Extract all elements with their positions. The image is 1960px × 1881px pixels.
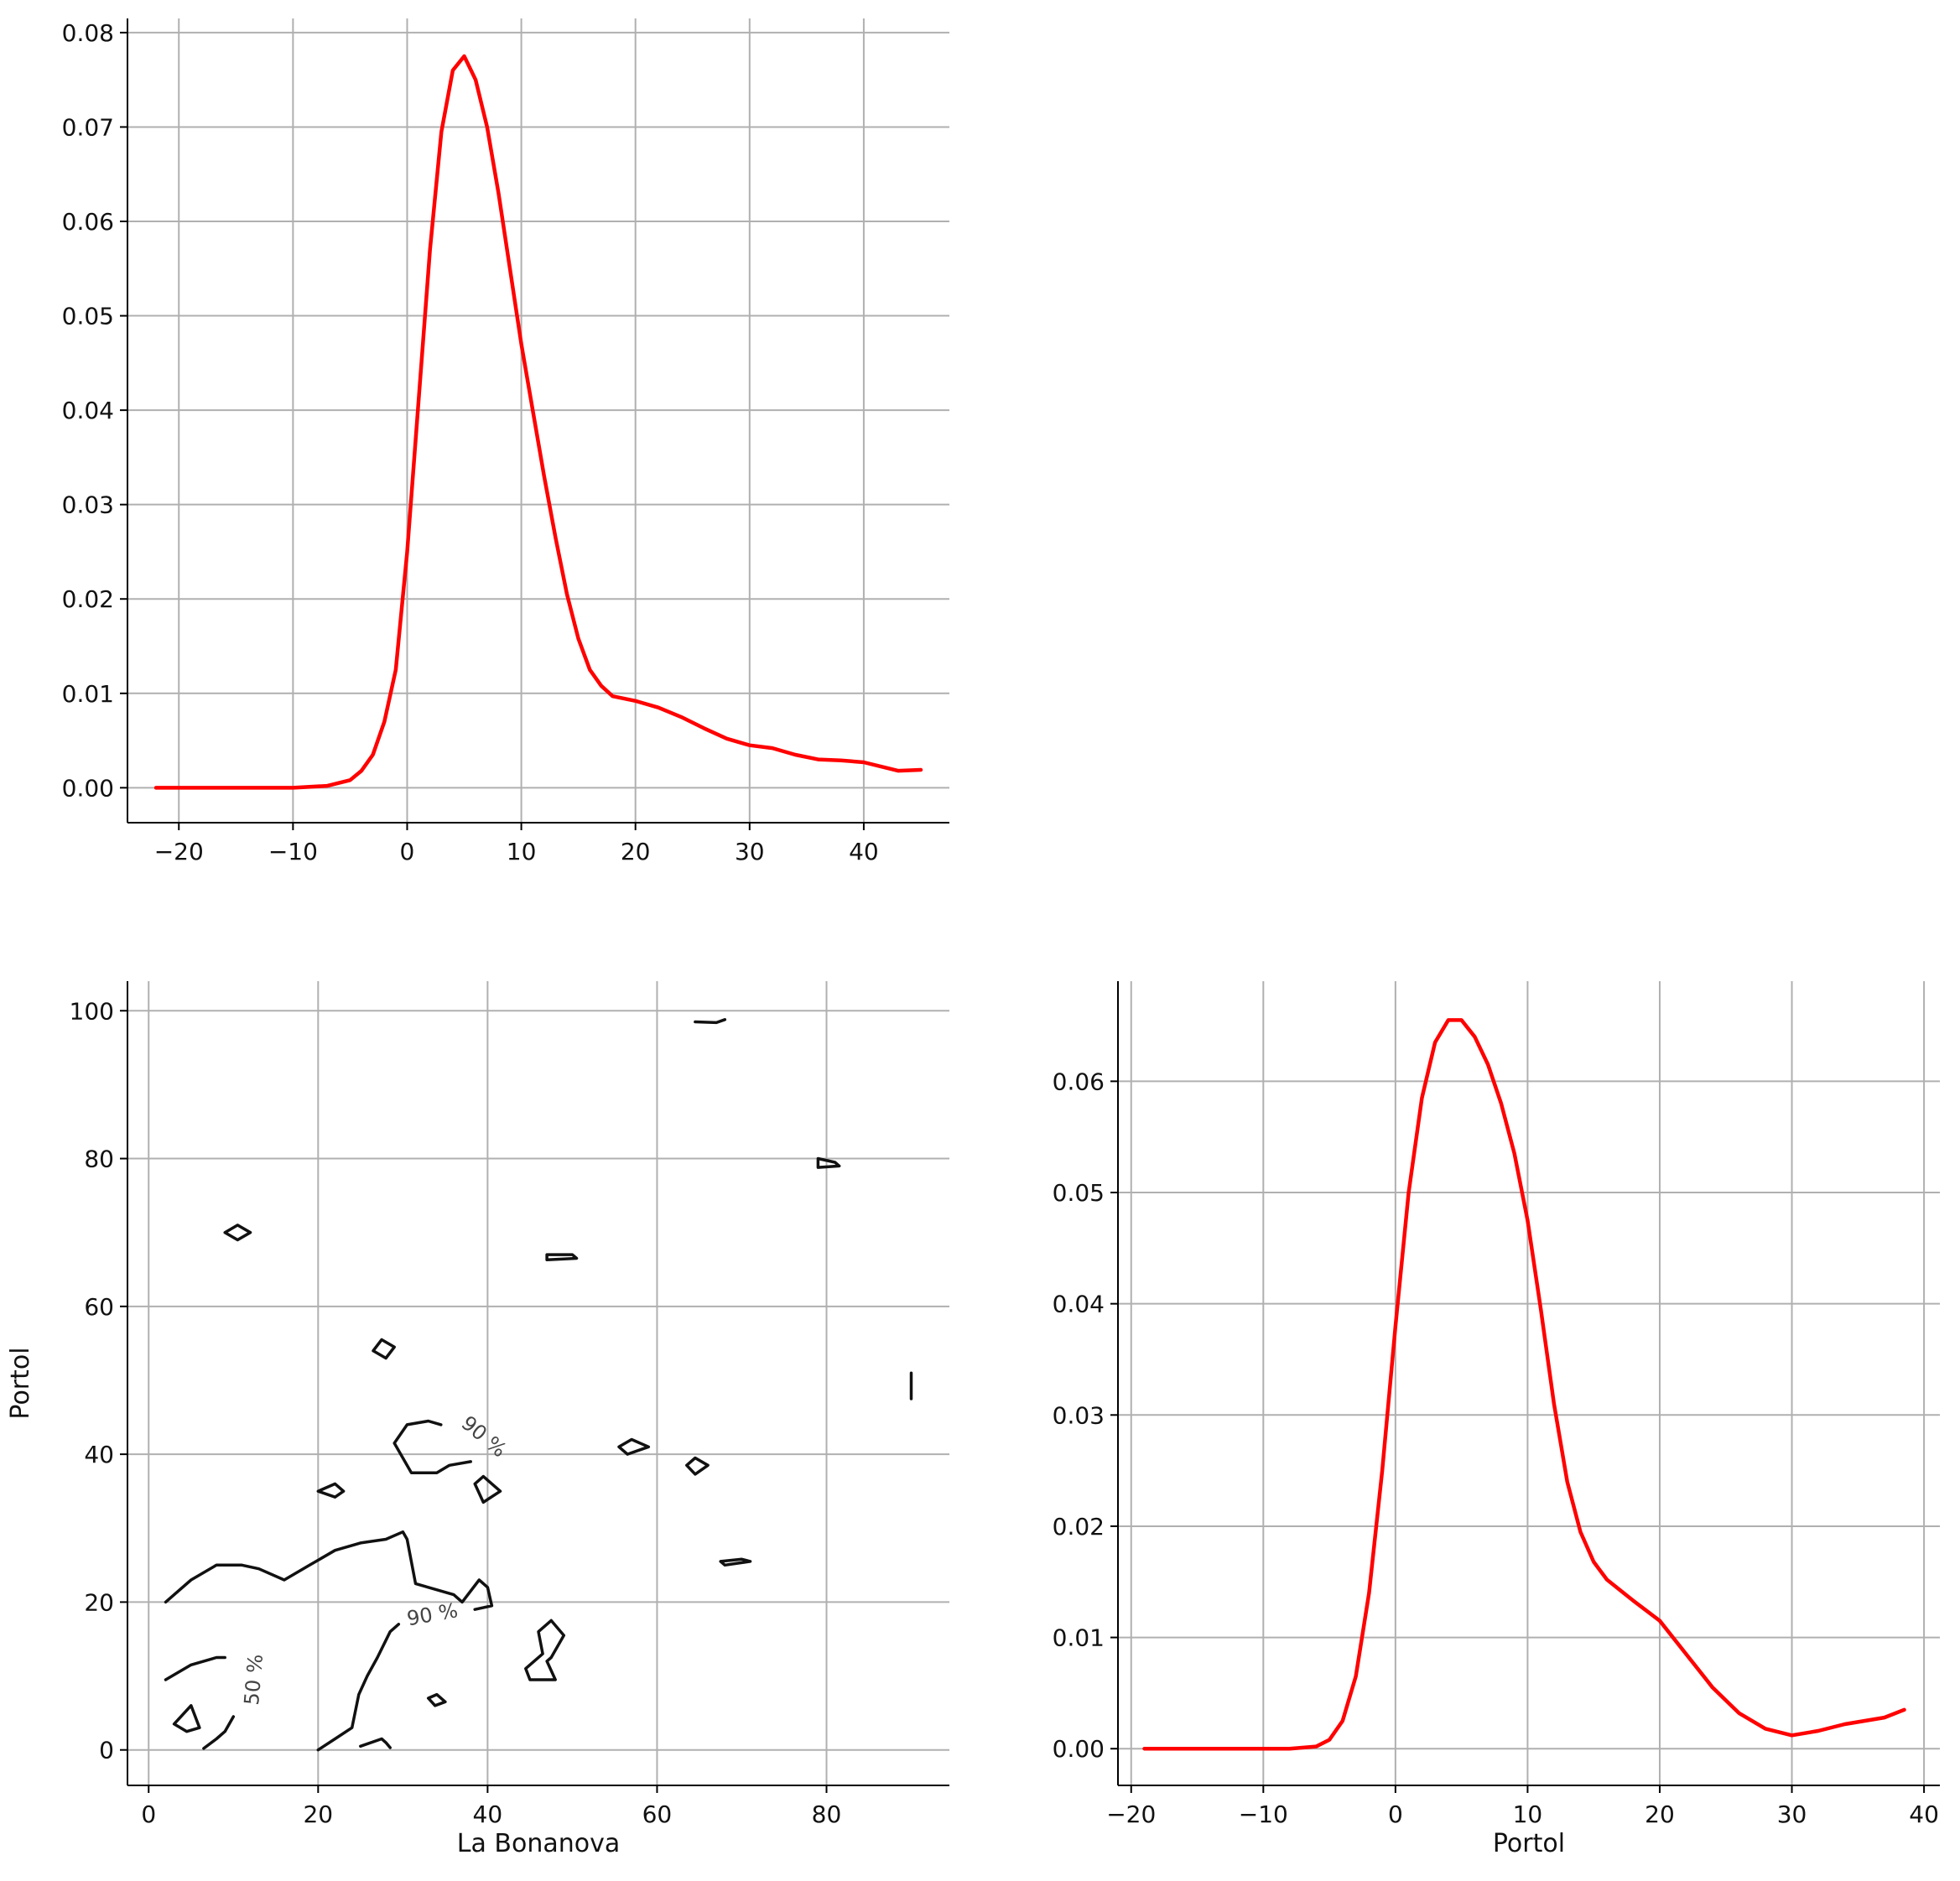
contour-line: [685, 1456, 710, 1476]
contour-line: [164, 1655, 226, 1681]
density-curve-line: [153, 54, 923, 790]
contour-line: [524, 1619, 566, 1681]
x-tick-label: 0: [141, 1800, 156, 1828]
contour-line: [719, 1557, 752, 1567]
y-tick-label: 0.08: [62, 19, 114, 47]
y-tick-label: 0.03: [62, 491, 114, 519]
top-left-density-panel: −20 −10 0 10 20 30 40 0.00 0.01 0.02 0.03 0.04 0.05 0…: [62, 18, 949, 865]
density-curve-line: [1142, 1018, 1906, 1751]
x-axis-label: La Bonanova: [457, 1829, 620, 1858]
x-tick-label: 40: [1909, 1800, 1939, 1828]
contour-line: [172, 1704, 201, 1733]
contour-line: [816, 1156, 841, 1169]
y-tick-label: 0.05: [62, 303, 114, 330]
contour-line: [316, 1623, 401, 1752]
x-tick-label: 40: [473, 1800, 503, 1828]
x-tick-label: −10: [268, 838, 318, 865]
y-tick-label: 0.06: [62, 208, 114, 236]
y-tick-label: 40: [84, 1441, 114, 1468]
y-tick-label: 0.03: [1053, 1401, 1105, 1429]
y-tick-label: 0.04: [1053, 1291, 1105, 1318]
x-tick-label: 10: [1513, 1800, 1543, 1828]
contour-line: [426, 1692, 447, 1707]
y-tick-label: 100: [70, 997, 114, 1025]
y-axis-label: Portol: [6, 1347, 35, 1419]
contour-level-label: 50 %: [240, 1653, 268, 1706]
x-tick-label: 20: [1645, 1800, 1675, 1828]
contour-line: [617, 1437, 651, 1456]
y-tick-label: 0.02: [62, 585, 114, 613]
y-tick-label: 0.01: [1053, 1624, 1105, 1652]
contour-line: [694, 1018, 727, 1025]
x-tick-label: 30: [1777, 1800, 1807, 1828]
contour-line: [372, 1338, 396, 1360]
x-tick-label: −20: [154, 838, 204, 865]
x-axis-label: Portol: [1493, 1829, 1565, 1858]
bottom-right-density-panel: −20 −10 0 10 20 30 40 0.00 0.01 0.02 0.03 0.04 0.05 0…: [1053, 981, 1940, 1858]
contour-line: [545, 1253, 579, 1262]
contour-line: [359, 1737, 392, 1749]
x-tick-label: −10: [1239, 1800, 1288, 1828]
x-tick-label: 60: [642, 1800, 673, 1828]
y-tick-label: 0.01: [62, 680, 114, 708]
x-tick-label: 40: [849, 838, 879, 865]
x-tick-label: 20: [303, 1800, 333, 1828]
contour-line: [223, 1224, 252, 1242]
y-tick-label: 20: [84, 1588, 114, 1616]
y-tick-label: 0.06: [1053, 1068, 1105, 1095]
y-tick-label: 0: [99, 1737, 114, 1764]
contour-line: [316, 1482, 346, 1499]
y-tick-label: 80: [84, 1146, 114, 1173]
contour-line: [393, 1419, 472, 1474]
contour-line: [473, 1474, 502, 1504]
x-tick-label: 0: [1388, 1800, 1403, 1828]
y-tick-label: 0.02: [1053, 1513, 1105, 1541]
y-tick-label: 0.00: [1053, 1735, 1105, 1763]
y-tick-label: 0.05: [1053, 1179, 1105, 1207]
y-tick-label: 0.00: [62, 774, 114, 802]
x-tick-label: 30: [735, 838, 765, 865]
y-tick-label: 0.07: [62, 113, 114, 141]
x-tick-label: 0: [400, 838, 415, 865]
contour-line: [164, 1530, 494, 1611]
y-tick-label: 0.04: [62, 397, 114, 424]
x-tick-label: −20: [1106, 1800, 1156, 1828]
x-tick-label: 10: [507, 838, 537, 865]
x-tick-label: 80: [812, 1800, 842, 1828]
y-tick-label: 60: [84, 1293, 114, 1321]
contour-line: [202, 1715, 236, 1750]
x-tick-label: 20: [621, 838, 651, 865]
